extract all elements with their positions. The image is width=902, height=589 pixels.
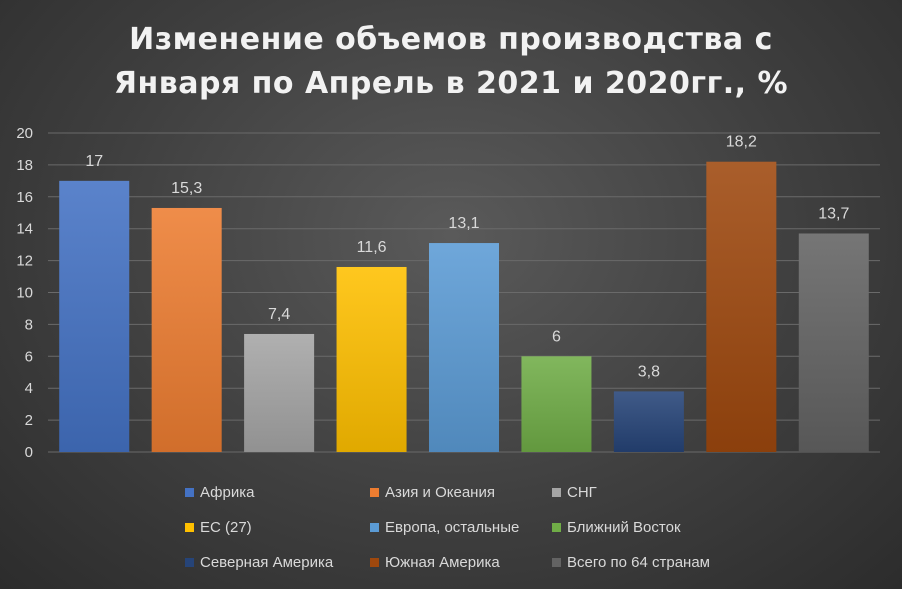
chart-legend: Африка Азия и Океания СНГ ЕС (27) Европа, ос…	[185, 482, 805, 572]
legend-item: Всего по 64 странам	[552, 552, 752, 572]
legend-item: Азия и Океания	[370, 482, 552, 502]
legend-item: Южная Америка	[370, 552, 552, 572]
legend-item: ЕС (27)	[185, 517, 370, 537]
bar-shade	[521, 356, 592, 452]
bar-shade	[706, 161, 777, 452]
legend-label: Северная Америка	[200, 553, 334, 571]
y-tick-label: 6	[25, 348, 33, 365]
data-label: 13,7	[818, 205, 849, 222]
bar-shade	[336, 266, 407, 452]
legend-label: Африка	[200, 483, 255, 501]
legend-label: Азия и Океания	[385, 483, 495, 501]
legend-swatch	[370, 487, 379, 497]
chart-title: Изменение объемов производства с Января …	[0, 18, 902, 106]
legend-swatch	[552, 557, 561, 567]
chart-title-line-1: Изменение объемов производства с	[129, 22, 773, 57]
data-label: 13,1	[448, 215, 479, 232]
legend-item: СНГ	[552, 482, 752, 502]
bar-shade	[151, 207, 222, 452]
y-tick-label: 2	[25, 412, 33, 429]
data-label: 6	[552, 328, 561, 345]
legend-label: Всего по 64 странам	[567, 553, 710, 571]
bar-shade	[429, 243, 499, 452]
legend-swatch	[185, 522, 194, 532]
data-label: 3,8	[638, 363, 660, 380]
y-tick-label: 8	[25, 316, 33, 333]
legend-swatch	[185, 557, 194, 567]
y-tick-label: 4	[25, 380, 33, 397]
legend-item: Ближний Восток	[552, 517, 752, 537]
y-tick-label: 18	[16, 157, 33, 174]
y-tick-label: 12	[16, 253, 33, 270]
bar-shade	[59, 180, 130, 452]
data-label: 18,2	[726, 134, 757, 151]
legend-item: Африка	[185, 482, 370, 502]
bar-shade	[244, 333, 315, 452]
legend-item: Европа, остальные	[370, 517, 552, 537]
y-tick-label: 10	[16, 285, 33, 302]
y-tick-label: 0	[25, 444, 33, 461]
legend-label: Южная Америка	[385, 553, 500, 571]
bar-shade	[798, 233, 869, 452]
legend-label: Ближний Восток	[567, 518, 681, 536]
legend-swatch	[552, 487, 561, 497]
data-label: 17	[85, 153, 103, 170]
data-label: 15,3	[171, 180, 202, 197]
legend-label: СНГ	[567, 483, 597, 501]
chart-title-line-2: Января по Апрель в 2021 и 2020гг., %	[113, 66, 789, 101]
legend-swatch	[552, 522, 561, 532]
data-label: 11,6	[357, 239, 387, 256]
y-tick-label: 20	[16, 125, 33, 142]
y-tick-label: 16	[16, 189, 33, 206]
legend-swatch	[370, 522, 379, 532]
y-tick-label: 14	[16, 221, 33, 238]
data-label: 7,4	[268, 306, 290, 323]
legend-label: ЕС (27)	[200, 518, 252, 536]
legend-swatch	[185, 487, 194, 497]
legend-label: Европа, остальные	[385, 518, 520, 536]
bar-shade	[613, 391, 684, 452]
legend-swatch	[370, 557, 379, 567]
legend-item: Северная Америка	[185, 552, 370, 572]
